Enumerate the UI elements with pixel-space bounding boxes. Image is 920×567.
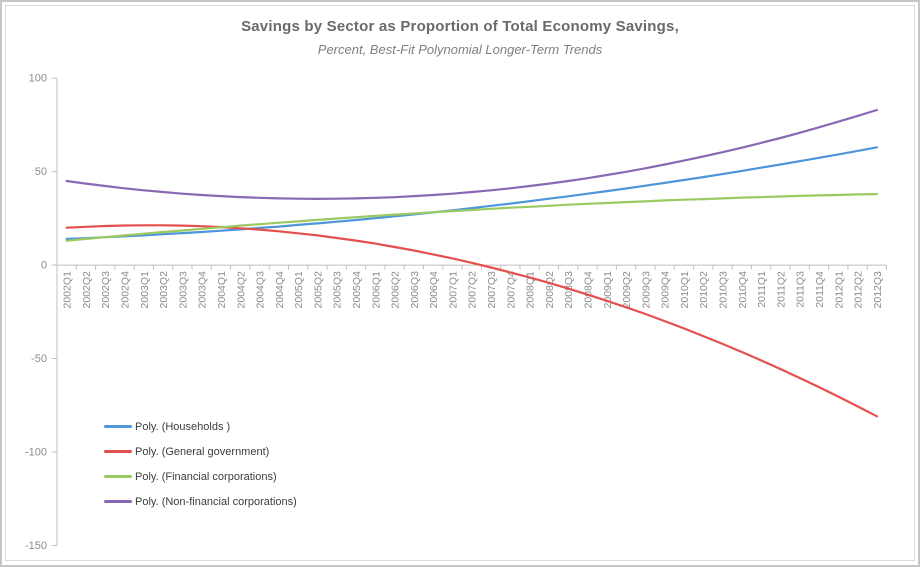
x-axis-tick-label: 2004Q1 xyxy=(216,271,228,309)
x-axis-tick-label: 2011Q3 xyxy=(795,271,807,308)
x-axis-tick-label: 2007Q3 xyxy=(486,271,498,309)
legend-label-non-financial-corporations: Poly. (Non-financial corporations) xyxy=(135,495,297,508)
chart-title: Savings by Sector as Proportion of Total… xyxy=(241,18,679,35)
legend-label-financial-corporations: Poly. (Financial corporations) xyxy=(135,470,277,483)
x-axis-tick-label: 2003Q4 xyxy=(197,271,209,309)
x-axis-tick-label: 2004Q2 xyxy=(235,271,247,309)
x-axis-tick-label: 2002Q4 xyxy=(120,271,132,309)
x-axis-tick-label: 2006Q2 xyxy=(390,271,402,309)
x-axis-tick-label: 2003Q2 xyxy=(158,271,170,309)
x-axis-tick-label: 2012Q2 xyxy=(853,271,865,309)
x-axis-tick-label: 2004Q4 xyxy=(274,271,286,309)
legend-item-non-financial-corporations[interactable]: Poly. (Non-financial corporations) xyxy=(104,489,297,514)
x-axis-tick-label: 2005Q4 xyxy=(351,271,363,309)
x-axis-tick-label: 2002Q2 xyxy=(81,271,93,309)
x-axis-tick-label: 2012Q1 xyxy=(833,271,845,309)
chart-legend: Poly. (Households ) Poly. (General gover… xyxy=(104,414,297,514)
y-axis-tick-label: 100 xyxy=(29,73,47,85)
legend-label-households: Poly. (Households ) xyxy=(135,420,231,433)
legend-label-general-government: Poly. (General government) xyxy=(135,445,270,458)
x-axis-tick-label: 2010Q1 xyxy=(679,271,691,309)
x-axis-tick-label: 2006Q1 xyxy=(370,271,382,309)
legend-swatch-financial-corporations xyxy=(104,475,132,478)
x-axis-tick-label: 2008Q4 xyxy=(582,271,594,309)
legend-swatch-general-government xyxy=(104,450,132,453)
x-axis-tick-label: 2006Q3 xyxy=(409,271,421,309)
x-axis-tick-label: 2005Q2 xyxy=(312,271,324,309)
x-axis-tick-label: 2008Q2 xyxy=(544,271,556,309)
legend-swatch-households xyxy=(104,425,132,428)
x-axis-tick-label: 2010Q3 xyxy=(718,271,730,309)
legend-item-households[interactable]: Poly. (Households ) xyxy=(104,414,297,439)
series-line[interactable] xyxy=(65,193,879,242)
y-axis-tick-label: -50 xyxy=(31,353,47,365)
x-axis-tick-label: 2007Q1 xyxy=(447,271,459,309)
x-axis-tick-label: 2007Q4 xyxy=(505,271,517,309)
x-axis-tick-label: 2011Q1 xyxy=(756,271,768,308)
y-axis-tick-label: -100 xyxy=(25,446,47,458)
legend-item-financial-corporations[interactable]: Poly. (Financial corporations) xyxy=(104,464,297,489)
chart-border xyxy=(5,5,915,561)
x-axis-tick-label: 2002Q1 xyxy=(62,271,74,309)
x-axis-tick-label: 2007Q2 xyxy=(467,271,479,309)
x-axis-tick-label: 2011Q4 xyxy=(814,271,826,308)
x-axis-tick-label: 2009Q3 xyxy=(640,271,652,309)
series-line[interactable] xyxy=(65,224,879,418)
x-axis-tick-label: 2005Q1 xyxy=(293,271,305,309)
x-axis-tick-label: 2010Q2 xyxy=(698,271,710,309)
series-line[interactable] xyxy=(65,108,879,200)
x-axis-tick-label: 2005Q3 xyxy=(332,271,344,309)
x-axis-tick-label: 2006Q4 xyxy=(428,271,440,309)
x-axis-tick-label: 2012Q3 xyxy=(872,271,884,309)
x-axis-tick-label: 2003Q3 xyxy=(177,271,189,309)
x-axis-tick-label: 2011Q2 xyxy=(775,271,787,308)
x-axis-tick-label: 2008Q1 xyxy=(525,271,537,309)
legend-item-general-government[interactable]: Poly. (General government) xyxy=(104,439,297,464)
legend-swatch-non-financial-corporations xyxy=(104,500,132,503)
x-axis-tick-label: 2009Q2 xyxy=(621,271,633,309)
series-line[interactable] xyxy=(65,146,879,240)
x-axis-tick-label: 2003Q1 xyxy=(139,271,151,309)
x-axis-tick-label: 2010Q4 xyxy=(737,271,749,309)
y-axis-tick-label: -150 xyxy=(25,540,47,552)
x-axis-tick-label: 2009Q4 xyxy=(660,271,672,309)
y-axis-tick-label: 50 xyxy=(35,166,47,178)
x-axis-tick-label: 2002Q3 xyxy=(100,271,112,309)
y-axis-tick-label: 0 xyxy=(41,260,47,272)
chart-subtitle: Percent, Best-Fit Polynomial Longer-Term… xyxy=(317,42,603,57)
x-axis-tick-label: 2004Q3 xyxy=(255,271,267,309)
